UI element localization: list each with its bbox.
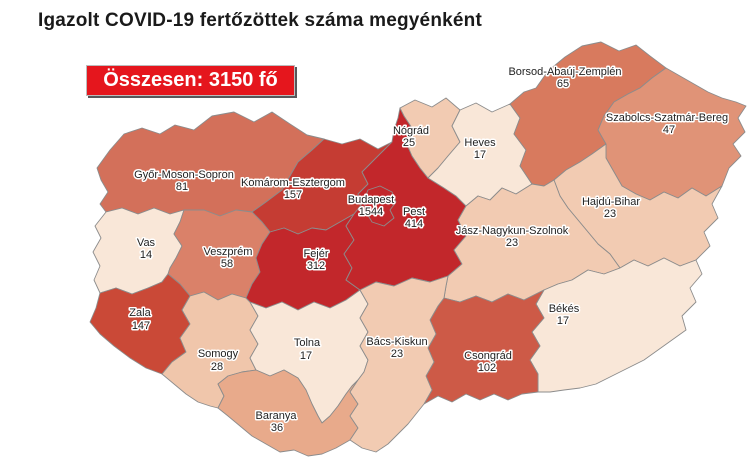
total-badge: Összesen: 3150 fő bbox=[86, 65, 295, 96]
county-budapest-label: Budapest bbox=[348, 194, 394, 206]
county-fejer-value: 312 bbox=[307, 260, 325, 272]
county-gyor-moson-sopron-label: Győr-Moson-Sopron bbox=[134, 169, 234, 181]
county-gyor-moson-sopron-value: 81 bbox=[176, 181, 188, 193]
county-borsod-abauj-zemplen-label: Borsod-Abaúj-Zemplén bbox=[508, 66, 621, 78]
county-tolna-value: 17 bbox=[300, 350, 312, 362]
county-vas-label: Vas bbox=[137, 237, 156, 249]
county-szabolcs-szatmar-bereg-value: 47 bbox=[663, 124, 675, 136]
county-csongrad-value: 102 bbox=[478, 362, 496, 374]
county-jasz-nagykun-szolnok-label: Jász-Nagykun-Szolnok bbox=[456, 225, 569, 237]
county-nograd-value: 25 bbox=[403, 137, 415, 149]
county-bacs-kiskun-shape bbox=[349, 275, 449, 453]
county-veszprem-label: Veszprém bbox=[204, 246, 253, 258]
county-bekes-label: Békés bbox=[549, 303, 580, 315]
county-budapest-value: 1544 bbox=[359, 206, 383, 218]
county-somogy-value: 28 bbox=[211, 361, 223, 373]
county-fejer-label: Fejér bbox=[303, 248, 328, 260]
county-budapest-shape bbox=[363, 185, 397, 227]
county-bacs-kiskun-value: 23 bbox=[391, 348, 403, 360]
county-zala-value: 147 bbox=[132, 320, 150, 332]
county-hajdu-bihar-label: Hajdú-Bihar bbox=[582, 196, 640, 208]
county-hajdu-bihar-value: 23 bbox=[604, 208, 616, 220]
county-nograd-label: Nógrád bbox=[393, 125, 429, 137]
county-pest-value: 414 bbox=[405, 218, 423, 230]
total-badge-label: Összesen: 3150 fő bbox=[103, 69, 278, 91]
county-shapes bbox=[89, 41, 747, 457]
county-komarom-esztergom-label: Komárom-Esztergom bbox=[241, 177, 345, 189]
county-csongrad-label: Csongrád bbox=[464, 350, 512, 362]
county-pest-label: Pest bbox=[403, 206, 425, 218]
county-jasz-nagykun-szolnok-value: 23 bbox=[506, 237, 518, 249]
county-szabolcs-szatmar-bereg-label: Szabolcs-Szatmár-Bereg bbox=[606, 112, 728, 124]
county-somogy-label: Somogy bbox=[198, 348, 239, 360]
county-vas-value: 14 bbox=[140, 249, 152, 261]
county-tolna-label: Tolna bbox=[294, 337, 321, 349]
county-labels: Győr-Moson-Sopron 81 Komárom-Esztergom 1… bbox=[128, 65, 730, 436]
page-title: Igazolt COVID-19 fertőzöttek száma megyé… bbox=[38, 10, 482, 31]
county-bacs-kiskun-label: Bács-Kiskun bbox=[366, 336, 427, 348]
county-zala-label: Zala bbox=[129, 307, 151, 319]
county-bekes-value: 17 bbox=[557, 315, 569, 327]
county-baranya-label: Baranya bbox=[256, 410, 298, 422]
county-csongrad-shape bbox=[423, 289, 545, 405]
county-baranya-value: 36 bbox=[271, 422, 283, 434]
county-heves-value: 17 bbox=[474, 149, 486, 161]
county-heves-label: Heves bbox=[464, 137, 496, 149]
county-borsod-abauj-zemplen-value: 65 bbox=[557, 78, 569, 90]
county-veszprem-value: 58 bbox=[221, 258, 233, 270]
county-komarom-esztergom-value: 157 bbox=[284, 189, 302, 201]
